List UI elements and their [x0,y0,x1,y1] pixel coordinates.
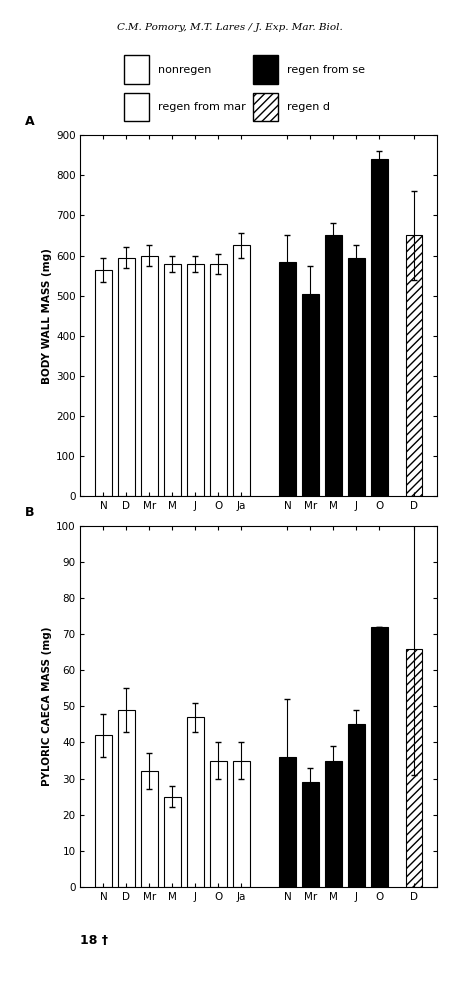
Bar [233,761,249,887]
Bar [325,235,341,496]
Text: regen from mar: regen from mar [157,102,245,112]
Bar [325,761,341,887]
Bar [210,761,226,887]
Bar [95,270,112,496]
Y-axis label: BODY WALL MASS (mg): BODY WALL MASS (mg) [42,247,52,384]
Bar [405,235,421,496]
Text: 18 †: 18 † [80,934,108,947]
Bar [141,256,157,496]
Bar [124,55,149,84]
Y-axis label: PYLORIC CAECA MASS (mg): PYLORIC CAECA MASS (mg) [42,626,52,787]
Bar [371,627,386,887]
Text: A: A [25,115,35,128]
Bar [302,294,318,496]
Bar [187,717,203,887]
Bar [187,264,203,496]
Bar [252,93,278,121]
Bar [302,783,318,887]
Bar [210,264,226,496]
Bar [371,159,386,496]
Bar [252,55,278,84]
Bar [348,258,364,496]
Text: B: B [25,506,35,519]
Bar [124,93,149,121]
Bar [95,735,112,887]
Text: regen from se: regen from se [286,65,364,74]
Bar [279,262,295,496]
Bar [233,245,249,496]
Bar [348,724,364,887]
Bar [164,264,180,496]
Text: regen d: regen d [286,102,329,112]
Bar [118,258,134,496]
Bar [405,648,421,887]
Bar [164,797,180,887]
Text: nonregen: nonregen [157,65,211,74]
Text: C.M. Pomory, M.T. Lares / J. Exp. Mar. Biol.: C.M. Pomory, M.T. Lares / J. Exp. Mar. B… [117,23,342,32]
Bar [141,772,157,887]
Bar [279,757,295,887]
Bar [118,710,134,887]
